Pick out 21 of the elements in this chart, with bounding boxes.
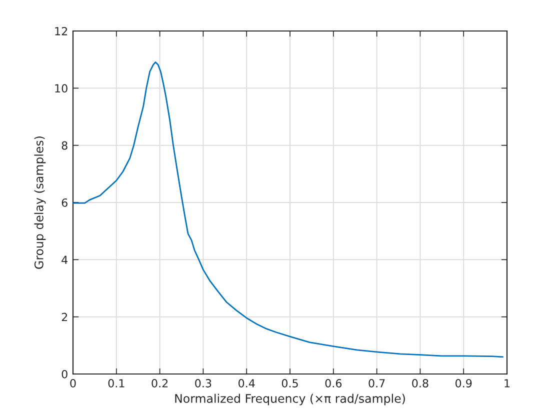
x-tick-label: 0.6 — [325, 379, 342, 388]
x-tick-label: 0.1 — [108, 379, 124, 388]
y-axis-title: Group delay (samples) — [34, 136, 46, 269]
y-tick-label: 8 — [62, 141, 68, 150]
x-tick-label: 0.2 — [152, 379, 168, 388]
x-axis-title: Normalized Frequency (×π rad/sample) — [175, 394, 405, 406]
y-tick-label: 4 — [62, 256, 68, 264]
y-tick-label: 10 — [55, 84, 68, 93]
x-tick-label: 1 — [504, 379, 510, 388]
x-tick-label: 0.3 — [195, 379, 212, 388]
x-tick-label: 0.7 — [368, 379, 385, 388]
y-tick-label: 2 — [62, 312, 68, 322]
x-tick-label: 0.5 — [282, 379, 298, 388]
y-tick-label: 12 — [55, 26, 68, 36]
y-tick-label: 6 — [62, 198, 68, 207]
x-tick-label: 0.8 — [412, 379, 428, 388]
x-tick-label: 0.9 — [456, 379, 472, 388]
line-series — [73, 61, 504, 358]
x-tick-label: 0.4 — [238, 379, 255, 388]
y-tick-label: 0 — [62, 370, 68, 378]
x-tick-label: 0 — [70, 379, 76, 388]
